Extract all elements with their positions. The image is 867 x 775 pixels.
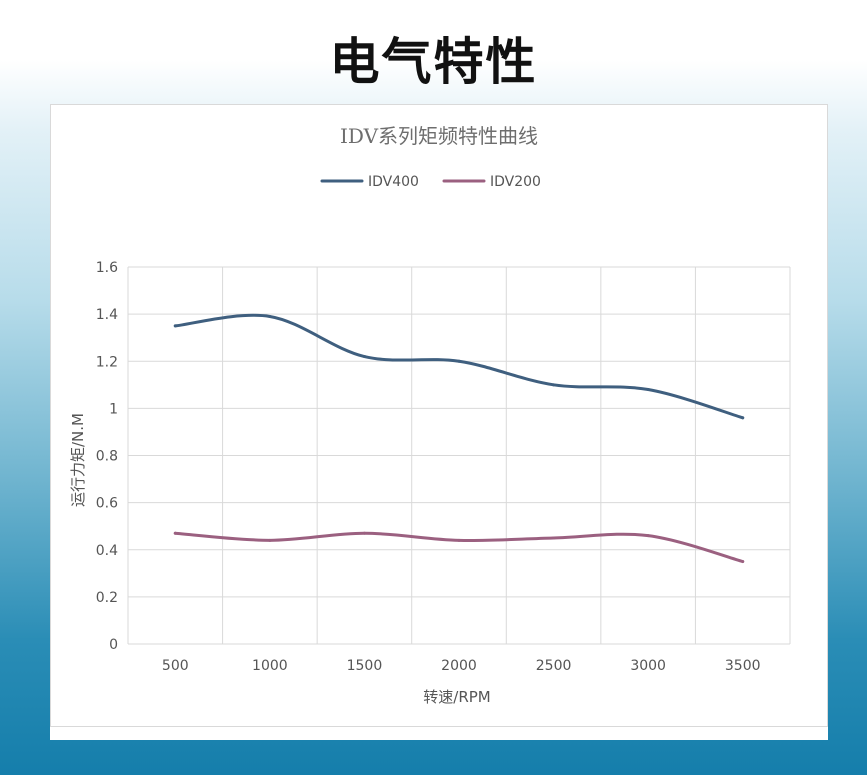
y-tick-label: 1.6 — [96, 260, 118, 276]
y-tick-label: 0.2 — [96, 590, 118, 606]
data-point — [362, 531, 366, 535]
data-point — [457, 359, 461, 363]
data-point — [552, 383, 556, 387]
y-axis-ticks: 0 0.2 0.4 0.6 0.8 1 1.2 1.4 1.6 — [96, 260, 118, 653]
y-tick-label: 1 — [109, 401, 118, 417]
chart-legend: IDV400 IDV200 — [320, 174, 541, 190]
chart-title: IDV系列矩频特性曲线 — [340, 124, 538, 148]
data-point — [268, 314, 272, 318]
y-axis-label: 运行力矩/N.M — [69, 413, 87, 507]
x-tick-label: 500 — [162, 658, 189, 674]
legend-label: IDV200 — [490, 174, 541, 190]
y-tick-label: 1.4 — [96, 307, 118, 323]
chart-frame: IDV系列矩频特性曲线 IDV400 IDV200 0 0.2 0.4 0.6 0.8 1 1… — [50, 104, 828, 727]
data-point — [268, 538, 272, 542]
data-point — [552, 536, 556, 540]
data-point — [646, 388, 650, 392]
y-tick-label: 0.6 — [96, 496, 118, 512]
x-tick-label: 1500 — [347, 658, 383, 674]
x-tick-label: 1000 — [252, 658, 288, 674]
data-point — [741, 560, 745, 564]
x-tick-label: 3500 — [725, 658, 761, 674]
chart-series-lines — [173, 313, 745, 564]
data-point — [362, 355, 366, 359]
x-tick-label: 2500 — [536, 658, 572, 674]
y-tick-label: 1.2 — [96, 354, 118, 370]
data-point — [173, 531, 177, 535]
x-tick-label: 3000 — [630, 658, 666, 674]
y-tick-label: 0.8 — [96, 449, 118, 465]
chart-grid — [127, 266, 791, 645]
line-chart: IDV系列矩频特性曲线 IDV400 IDV200 0 0.2 0.4 0.6 0.8 1 1… — [69, 124, 791, 706]
data-point — [173, 324, 177, 328]
y-tick-label: 0 — [109, 637, 118, 653]
series-line-idv200 — [173, 531, 745, 564]
page-title: 电气特性 — [329, 33, 538, 91]
series-line-idv400 — [173, 313, 745, 420]
y-tick-label: 0.4 — [96, 543, 118, 559]
x-tick-label: 2000 — [441, 658, 477, 674]
chart-panel: IDV系列矩频特性曲线 IDV400 IDV200 0 0.2 0.4 0.6 0.8 1 1… — [50, 104, 828, 740]
data-point — [741, 416, 745, 420]
x-axis-label: 转速/RPM — [423, 688, 490, 706]
legend-label: IDV400 — [368, 174, 419, 190]
x-axis-ticks: 500 1000 1500 2000 2500 3000 3500 — [162, 658, 761, 674]
data-point — [457, 538, 461, 542]
data-point — [646, 534, 650, 538]
